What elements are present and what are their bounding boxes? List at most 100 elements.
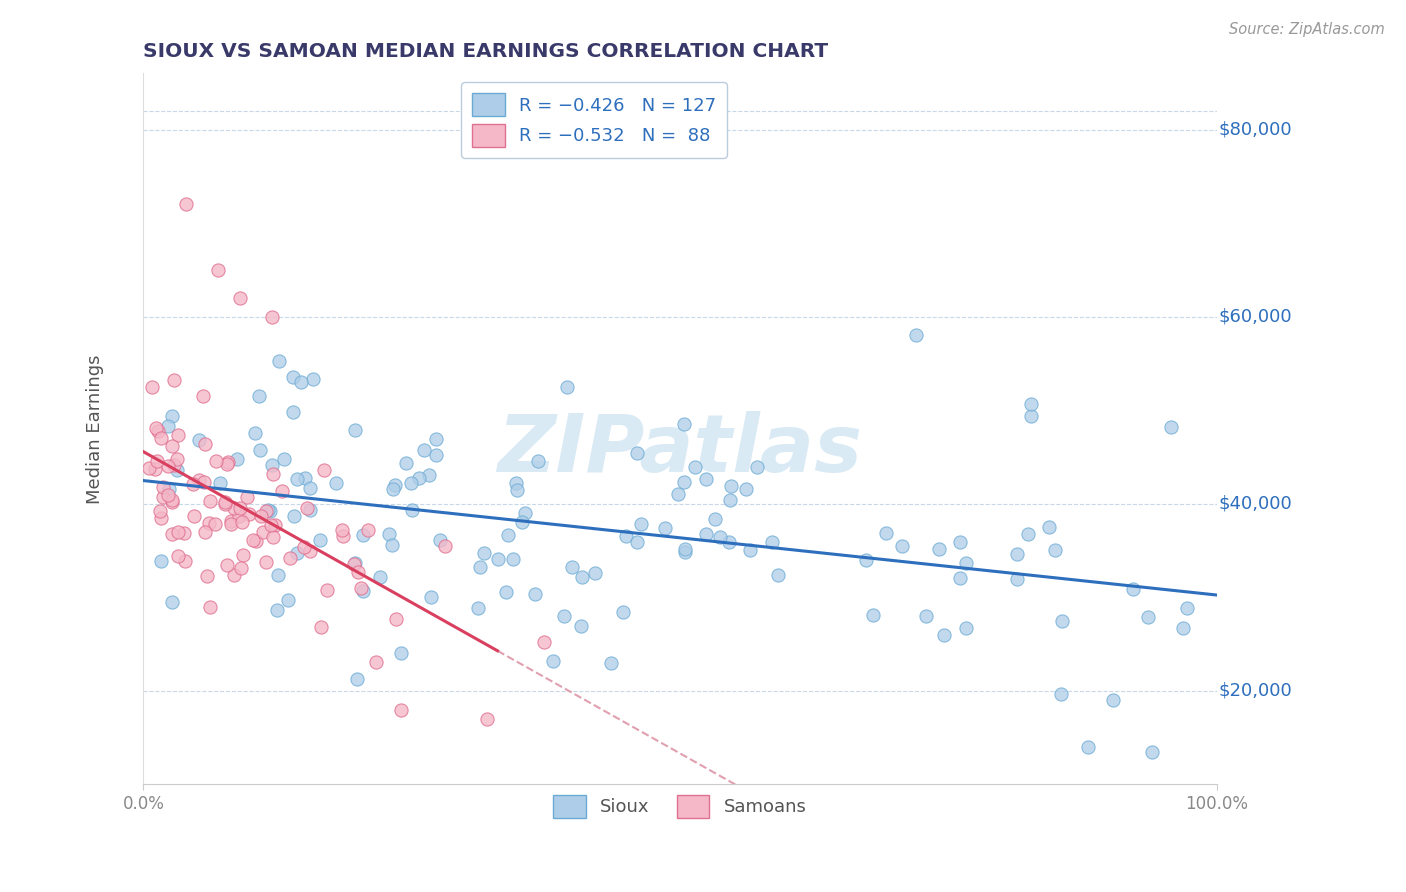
- Point: [347, 566, 370, 580]
- Point: [281, 370, 304, 384]
- Point: [162, 595, 184, 609]
- Point: [467, 601, 489, 615]
- Point: [718, 493, 741, 508]
- Point: [141, 380, 163, 394]
- Point: [381, 482, 404, 496]
- Point: [541, 654, 564, 668]
- Point: [408, 470, 430, 484]
- Point: [425, 449, 447, 463]
- Point: [395, 456, 418, 470]
- Point: [249, 508, 271, 523]
- Point: [553, 609, 575, 624]
- Point: [385, 611, 408, 625]
- Point: [1077, 739, 1099, 754]
- Point: [285, 472, 308, 486]
- Text: $40,000: $40,000: [1219, 495, 1292, 513]
- Point: [280, 551, 302, 566]
- Point: [695, 527, 717, 541]
- Point: [157, 482, 180, 496]
- Point: [207, 263, 229, 277]
- Point: [145, 421, 167, 435]
- Point: [1019, 397, 1042, 411]
- Point: [228, 501, 250, 516]
- Point: [242, 533, 264, 548]
- Text: $80,000: $80,000: [1219, 120, 1292, 138]
- Point: [160, 409, 183, 424]
- Point: [256, 503, 278, 517]
- Point: [162, 526, 184, 541]
- Point: [399, 476, 422, 491]
- Point: [420, 591, 443, 605]
- Text: SIOUX VS SAMOAN MEDIAN EARNINGS CORRELATION CHART: SIOUX VS SAMOAN MEDIAN EARNINGS CORRELAT…: [143, 42, 828, 61]
- Point: [425, 433, 447, 447]
- Point: [222, 567, 245, 582]
- Point: [330, 523, 353, 537]
- Point: [747, 460, 769, 475]
- Point: [157, 419, 180, 434]
- Point: [173, 554, 195, 568]
- Point: [474, 546, 496, 560]
- Point: [193, 475, 215, 490]
- Point: [768, 567, 790, 582]
- Point: [263, 517, 285, 532]
- Point: [709, 530, 731, 544]
- Point: [325, 476, 347, 491]
- Point: [157, 458, 180, 473]
- Point: [247, 389, 270, 403]
- Point: [626, 535, 648, 549]
- Point: [344, 556, 367, 570]
- Point: [384, 477, 406, 491]
- Point: [299, 503, 322, 517]
- Point: [219, 514, 242, 528]
- Point: [252, 524, 274, 539]
- Point: [502, 552, 524, 566]
- Point: [277, 593, 299, 607]
- Text: Source: ZipAtlas.com: Source: ZipAtlas.com: [1229, 22, 1385, 37]
- Point: [738, 542, 761, 557]
- Point: [198, 516, 221, 530]
- Point: [166, 462, 188, 476]
- Point: [571, 569, 593, 583]
- Point: [160, 439, 183, 453]
- Point: [188, 474, 211, 488]
- Point: [344, 423, 367, 437]
- Point: [429, 533, 451, 548]
- Point: [470, 559, 492, 574]
- Point: [626, 446, 648, 460]
- Point: [366, 655, 388, 669]
- Point: [285, 546, 308, 560]
- Point: [600, 657, 623, 671]
- Point: [231, 515, 253, 529]
- Point: [238, 507, 260, 521]
- Point: [389, 646, 412, 660]
- Point: [673, 542, 696, 557]
- Point: [1050, 687, 1073, 701]
- Point: [1142, 745, 1164, 759]
- Point: [163, 373, 186, 387]
- Point: [855, 553, 877, 567]
- Point: [231, 561, 253, 575]
- Point: [191, 389, 214, 403]
- Point: [703, 511, 725, 525]
- Point: [533, 635, 555, 649]
- Point: [166, 524, 188, 539]
- Point: [259, 504, 281, 518]
- Point: [378, 527, 401, 541]
- Point: [270, 484, 292, 499]
- Point: [949, 571, 972, 585]
- Point: [389, 703, 412, 717]
- Point: [198, 493, 221, 508]
- Point: [292, 541, 315, 555]
- Point: [875, 526, 897, 541]
- Point: [266, 603, 288, 617]
- Point: [162, 492, 184, 507]
- Point: [249, 442, 271, 457]
- Point: [672, 475, 695, 490]
- Point: [262, 467, 284, 482]
- Point: [928, 541, 950, 556]
- Legend: Sioux, Samoans: Sioux, Samoans: [546, 788, 814, 825]
- Point: [654, 521, 676, 535]
- Point: [571, 618, 593, 632]
- Point: [267, 568, 290, 582]
- Point: [555, 379, 578, 393]
